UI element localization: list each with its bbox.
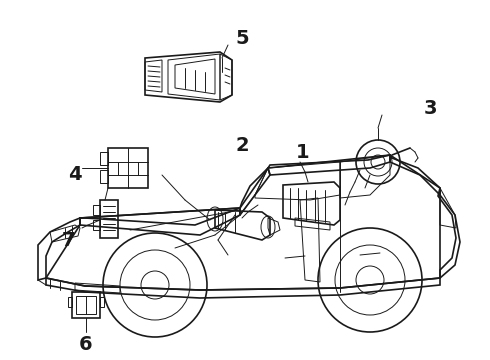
Text: 5: 5 [235,28,249,48]
Text: 1: 1 [296,143,310,162]
Text: 3: 3 [423,99,437,117]
Text: 7: 7 [61,230,75,249]
Text: 4: 4 [68,166,82,184]
Text: 2: 2 [236,136,249,155]
Text: 6: 6 [79,336,93,355]
